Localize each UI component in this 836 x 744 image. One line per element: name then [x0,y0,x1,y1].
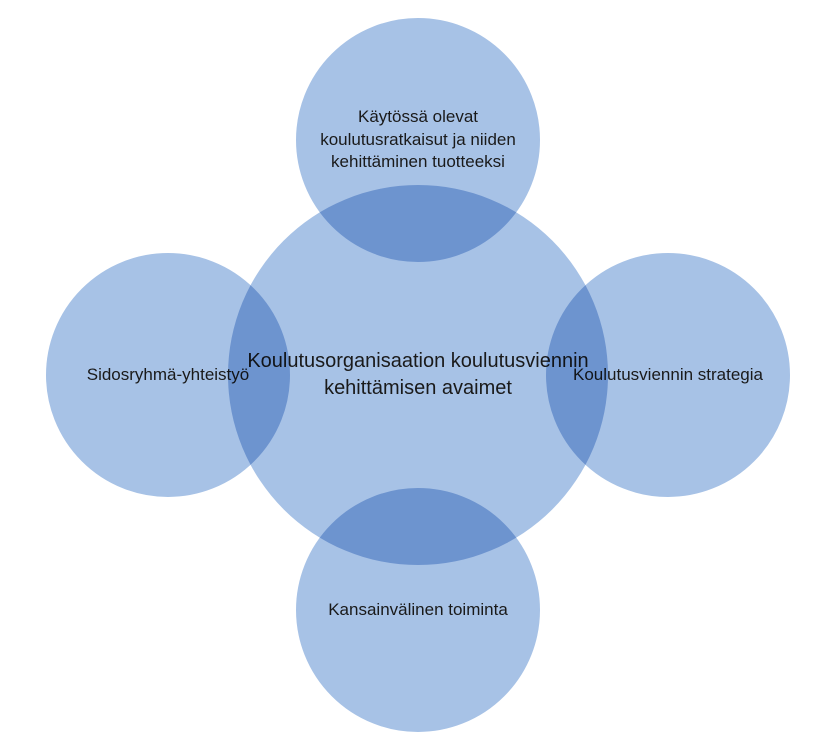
outer-label-bottom: Kansainvälinen toiminta [316,587,520,634]
outer-circle-bottom: Kansainvälinen toiminta [294,486,542,734]
outer-circle-top: Käytössä olevat koulutusratkaisut ja nii… [294,16,542,264]
outer-label-left: Sidosryhmä-yhteistyö [75,352,262,399]
outer-circle-right: Koulutusviennin strategia [544,251,792,499]
outer-label-top: Käytössä olevat koulutusratkaisut ja nii… [296,94,540,187]
outer-label-right: Koulutusviennin strategia [561,352,775,399]
venn-diagram: Koulutusorganisaation koulutusviennin ke… [0,0,836,744]
outer-circle-left: Sidosryhmä-yhteistyö [44,251,292,499]
